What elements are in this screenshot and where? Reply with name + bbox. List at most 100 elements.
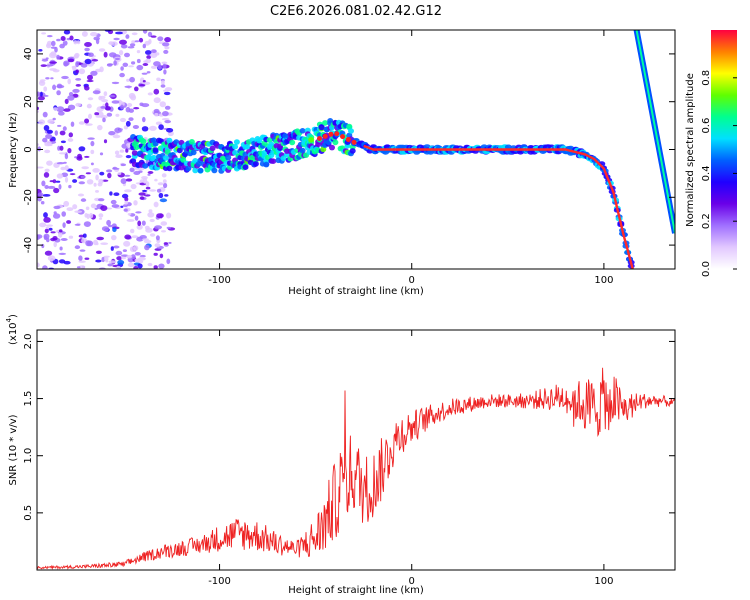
noise-blob (132, 125, 139, 129)
colorbar-tick-label: 0.4 (701, 165, 712, 181)
ridge-hot-spot (328, 131, 334, 137)
noise-blob (123, 208, 128, 212)
noise-blob (157, 182, 164, 186)
noise-blob (141, 126, 149, 132)
noise-blob (90, 203, 97, 209)
noise-blob (149, 125, 157, 131)
ridge-blob (242, 164, 249, 170)
ridge-blob (308, 137, 315, 143)
noise-blob (163, 91, 171, 96)
noise-blob (158, 263, 165, 269)
noise-blob (42, 137, 48, 143)
noise-blob (145, 186, 151, 190)
noise-blob (112, 167, 120, 170)
spectrogram-y-tick-label: -20 (23, 189, 34, 205)
ridge-blob (211, 167, 218, 174)
ridge-blob (166, 137, 173, 144)
ridge-blob (263, 161, 270, 168)
noise-blob (66, 220, 72, 224)
ridge-blob (266, 137, 273, 143)
noise-blob (153, 88, 160, 95)
noise-blob (81, 166, 89, 170)
noise-blob (52, 179, 57, 184)
noise-blob (105, 102, 109, 108)
spectrogram-y-tick-label: 20 (23, 95, 34, 108)
noise-blob (129, 76, 136, 83)
ridge-blob (244, 143, 251, 150)
noise-blob (64, 165, 69, 171)
noise-blob (45, 77, 50, 80)
noise-blob (114, 150, 120, 155)
noise-blob (41, 243, 45, 249)
noise-blob (72, 65, 77, 71)
noise-blob (60, 140, 66, 144)
noise-blob (127, 103, 133, 107)
noise-blob (41, 180, 46, 187)
ridge-blob (322, 120, 329, 126)
noise-blob (86, 103, 92, 109)
noise-blob (122, 62, 129, 67)
noise-blob (134, 215, 139, 221)
colorbar-ticks: 0.0 0.2 0.4 0.6 0.8 (701, 70, 737, 277)
noise-blob (125, 106, 131, 113)
ridge-blob (318, 124, 325, 131)
snr-x-axis-label: Height of straight line (km) (288, 585, 424, 596)
noise-blob (90, 162, 94, 166)
noise-blob (63, 200, 70, 207)
spectrogram-data (37, 30, 675, 269)
noise-blob (153, 61, 161, 67)
ridge-blob (299, 128, 306, 134)
noise-blob (161, 230, 166, 233)
noise-blob (164, 105, 171, 110)
ridge-blob (346, 123, 353, 130)
noise-blob (37, 166, 44, 169)
noise-blob (68, 92, 74, 96)
noise-blob (37, 146, 41, 152)
noise-blob (156, 213, 164, 219)
noise-blob (45, 226, 50, 229)
noise-blob (142, 30, 148, 34)
noise-blob (139, 196, 145, 200)
noise-blob (156, 77, 161, 82)
noise-blob (50, 51, 56, 57)
noise-blob (115, 113, 120, 117)
ridge-hot-spot (334, 131, 340, 137)
noise-blob (127, 262, 135, 268)
ridge-blob (329, 144, 335, 151)
noise-blob (58, 231, 63, 238)
ridge-blob (327, 118, 334, 124)
noise-blob (160, 84, 166, 88)
noise-blob (69, 35, 74, 41)
noise-blob (98, 213, 104, 218)
noise-blob (126, 254, 133, 259)
noise-blob (149, 218, 155, 223)
noise-blob (78, 265, 86, 269)
noise-blob (124, 200, 129, 205)
noise-blob (56, 38, 61, 42)
ridge-blob (197, 167, 204, 174)
noise-blob (44, 228, 49, 234)
noise-blob (162, 179, 167, 184)
noise-blob (103, 51, 108, 58)
noise-blob (43, 235, 48, 241)
snr-y-tick-label: 0.5 (23, 505, 34, 521)
noise-blob (90, 140, 95, 147)
noise-blob (123, 125, 129, 130)
noise-blob (136, 58, 141, 64)
noise-blob (73, 54, 79, 59)
noise-blob (113, 192, 120, 196)
snr-y-tick-label: 1.5 (23, 391, 34, 407)
noise-blob (142, 80, 146, 83)
noise-blob (153, 252, 158, 256)
noise-blob (127, 212, 132, 216)
noise-blob (59, 152, 67, 155)
noise-blob (161, 118, 170, 121)
noise-blob (110, 246, 114, 251)
noise-blob (108, 41, 114, 45)
noise-blob (76, 156, 83, 161)
snr-plot-area (37, 330, 675, 570)
noise-blob (149, 233, 156, 237)
noise-blob (134, 258, 140, 263)
ridge-blob (162, 155, 169, 161)
ridge-hot-spot (351, 139, 357, 145)
